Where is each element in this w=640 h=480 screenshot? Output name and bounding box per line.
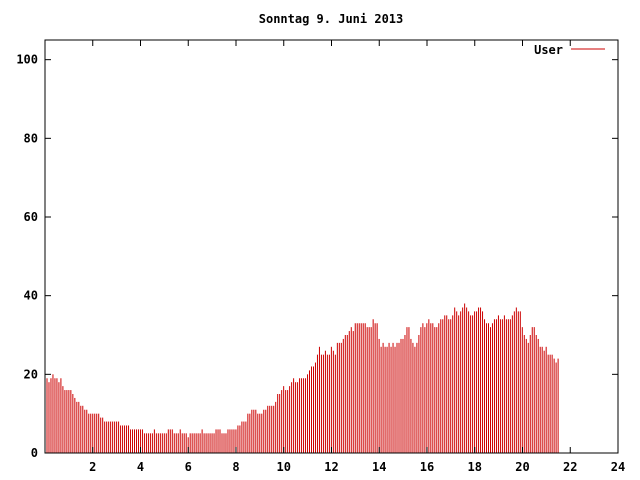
y-tick-label: 60: [24, 210, 38, 224]
bar-series: [44, 303, 559, 453]
x-tick-label: 6: [185, 460, 192, 474]
x-tick-label: 8: [232, 460, 239, 474]
y-tick-label: 100: [16, 53, 38, 67]
y-tick-label: 40: [24, 289, 38, 303]
chart-title: Sonntag 9. Juni 2013: [259, 12, 404, 26]
y-tick-label: 0: [31, 446, 38, 460]
legend-label: User: [534, 43, 563, 57]
x-tick-label: 20: [515, 460, 529, 474]
x-tick-label: 18: [468, 460, 482, 474]
y-axis: 0 20 40 60 80 100: [16, 53, 618, 460]
x-tick-label: 16: [420, 460, 434, 474]
y-tick-label: 80: [24, 131, 38, 145]
x-tick-label: 14: [372, 460, 386, 474]
y-tick-label: 20: [24, 367, 38, 381]
x-axis: 2 4 6 8 10 12 14 16 18 20 22 24: [89, 40, 625, 474]
x-tick-label: 4: [137, 460, 144, 474]
x-tick-label: 2: [89, 460, 96, 474]
x-tick-label: 22: [563, 460, 577, 474]
legend: User: [534, 43, 605, 57]
x-tick-label: 10: [277, 460, 291, 474]
x-tick-label: 12: [324, 460, 338, 474]
x-tick-label: 24: [611, 460, 625, 474]
